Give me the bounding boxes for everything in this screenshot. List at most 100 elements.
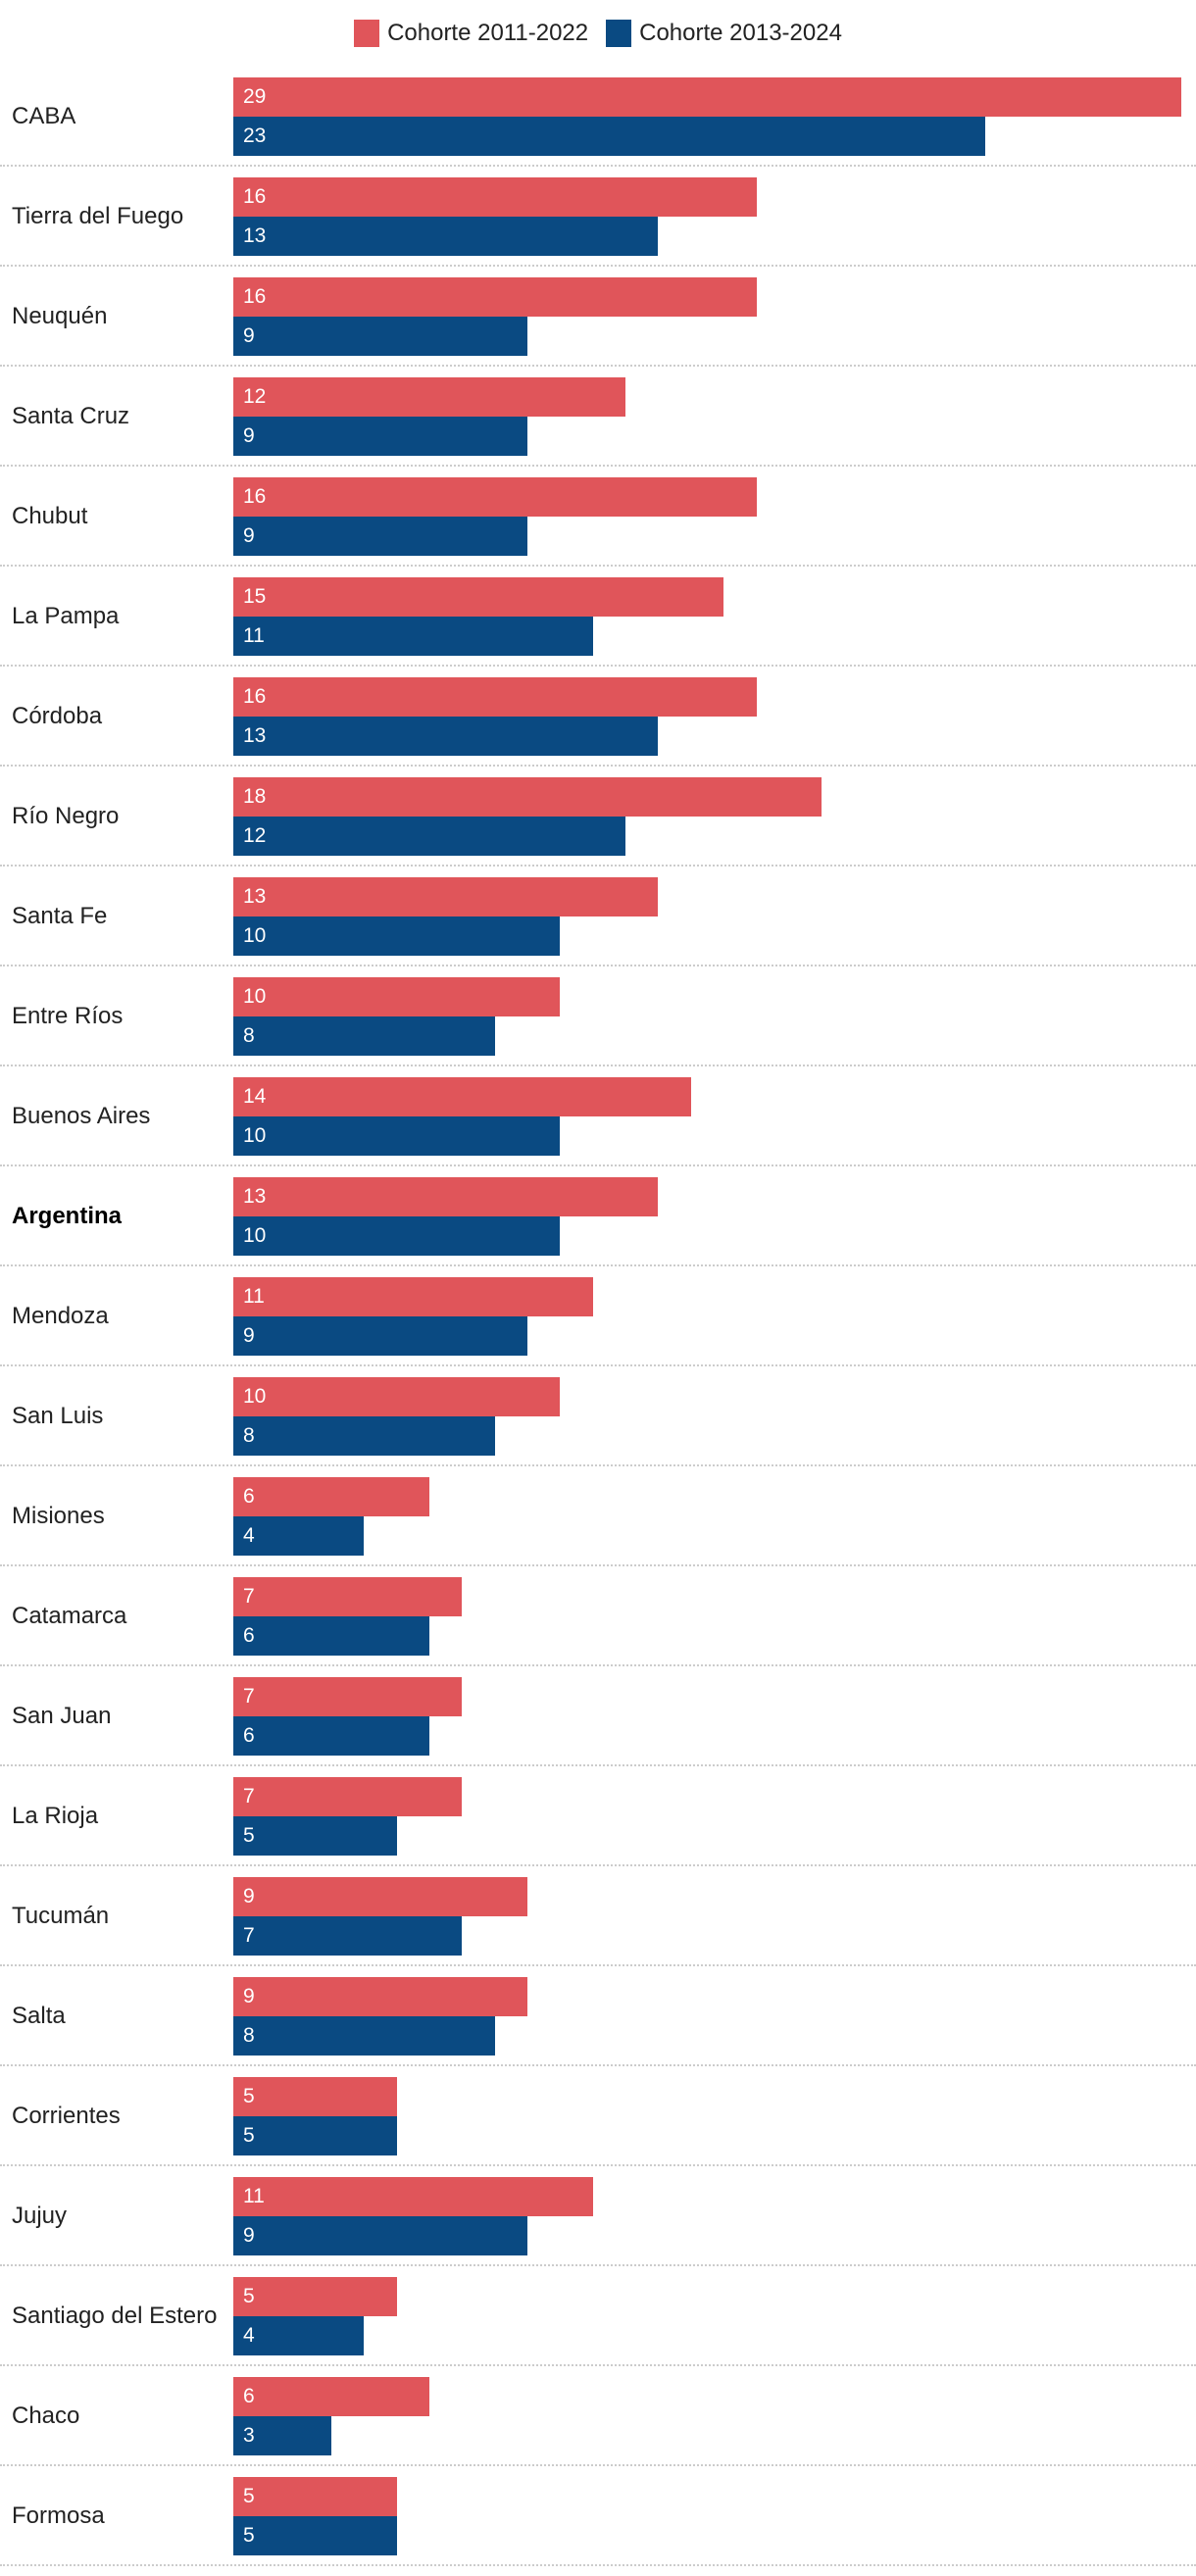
row-neuquen: Neuquén 16 9 (0, 267, 1196, 367)
row-divider (0, 1164, 1196, 1166)
bar-value-label: 18 (243, 785, 267, 808)
row-rio-negro: Río Negro 18 12 (0, 767, 1196, 867)
row-divider (0, 2064, 1196, 2066)
bar-series-1: 16 (233, 477, 757, 517)
category-label: Córdoba (12, 703, 103, 729)
bar-value-label: 6 (243, 1485, 255, 1508)
legend-swatch-series-1 (354, 20, 380, 47)
bar-series-2: 9 (233, 517, 528, 556)
legend-item-series-1: Cohorte 2011-2022 (354, 20, 588, 47)
bar-value-label: 29 (243, 85, 267, 108)
category-label: Entre Ríos (12, 1003, 124, 1029)
bar-series-1: 16 (233, 677, 757, 717)
bar-value-label: 6 (243, 1724, 255, 1747)
bar-series-1: 9 (233, 1977, 528, 2016)
bar-value-label: 7 (243, 1785, 255, 1808)
bar-series-1: 6 (233, 1477, 430, 1516)
bar-series-1: 7 (233, 1777, 463, 1816)
bar-series-2: 5 (233, 2516, 397, 2555)
bar-series-2: 9 (233, 2216, 528, 2255)
bar-series-1: 5 (233, 2277, 397, 2316)
row-mendoza: Mendoza 11 9 (0, 1266, 1196, 1366)
category-label: Río Negro (12, 803, 120, 829)
row-divider (0, 2264, 1196, 2266)
bar-value-label: 3 (243, 2424, 255, 2447)
bar-series-2: 4 (233, 1516, 365, 1556)
bar-value-label: 5 (243, 2485, 255, 2507)
category-label: Buenos Aires (12, 1103, 151, 1129)
category-label: Jujuy (12, 2203, 68, 2229)
bar-series-2: 10 (233, 1216, 561, 1256)
bar-value-label: 11 (243, 624, 265, 647)
bar-series-1: 18 (233, 777, 822, 817)
row-divider (0, 2564, 1196, 2566)
bar-value-label: 7 (243, 1924, 255, 1947)
row-divider (0, 1264, 1196, 1266)
bar-series-1: 29 (233, 77, 1181, 117)
bar-series-2: 8 (233, 2016, 495, 2056)
bar-value-label: 9 (243, 2224, 255, 2247)
row-buenos-aires: Buenos Aires 14 10 (0, 1066, 1196, 1166)
bar-value-label: 12 (243, 385, 267, 408)
bar-value-label: 9 (243, 324, 255, 347)
bar-value-label: 9 (243, 1885, 255, 1907)
row-chaco: Chaco 6 3 (0, 2366, 1196, 2466)
row-tierra-del-fuego: Tierra del Fuego 16 13 (0, 167, 1196, 267)
bar-value-label: 16 (243, 485, 267, 508)
bar-value-label: 16 (243, 285, 267, 308)
bar-value-label: 9 (243, 1324, 255, 1347)
legend-swatch-series-2 (606, 20, 632, 47)
bar-series-1: 16 (233, 277, 757, 317)
row-tucuman: Tucumán 9 7 (0, 1866, 1196, 1966)
bar-series-1: 15 (233, 577, 724, 617)
bar-series-2: 12 (233, 817, 626, 856)
bar-series-1: 13 (233, 877, 659, 916)
bar-series-2: 3 (233, 2416, 332, 2455)
row-divider (0, 1065, 1196, 1066)
bar-value-label: 10 (243, 1385, 267, 1408)
row-entre-rios: Entre Ríos 10 8 (0, 966, 1196, 1066)
category-label: Mendoza (12, 1303, 109, 1329)
category-label: Neuquén (12, 303, 108, 329)
bar-value-label: 13 (243, 724, 267, 747)
bar-value-label: 6 (243, 1624, 255, 1647)
bar-value-label: 13 (243, 1185, 267, 1208)
bar-series-2: 11 (233, 617, 593, 656)
row-divider (0, 965, 1196, 966)
bar-series-2: 13 (233, 217, 659, 256)
bar-series-2: 10 (233, 1116, 561, 1156)
row-divider (0, 1464, 1196, 1466)
category-label: Chubut (12, 503, 88, 529)
row-la-pampa: La Pampa 15 11 (0, 567, 1196, 667)
bar-series-2: 6 (233, 1716, 430, 1756)
category-label: Chaco (12, 2403, 80, 2429)
row-santa-cruz: Santa Cruz 12 9 (0, 367, 1196, 467)
bar-value-label: 15 (243, 585, 267, 608)
category-label: Tierra del Fuego (12, 203, 184, 229)
bar-value-label: 6 (243, 2385, 255, 2407)
bar-value-label: 4 (243, 1524, 255, 1547)
row-divider (0, 1664, 1196, 1666)
bar-value-label: 10 (243, 985, 267, 1008)
row-divider (0, 465, 1196, 467)
category-label: Tucumán (12, 1903, 110, 1929)
bar-series-1: 11 (233, 1277, 593, 1316)
bar-value-label: 16 (243, 185, 267, 208)
category-label: Catamarca (12, 1603, 127, 1629)
bar-series-1: 14 (233, 1077, 691, 1116)
bar-series-1: 7 (233, 1677, 463, 1716)
bar-series-2: 8 (233, 1016, 495, 1056)
bar-series-2: 5 (233, 1816, 397, 1856)
row-divider (0, 1864, 1196, 1866)
category-label: La Pampa (12, 603, 120, 629)
bar-value-label: 12 (243, 824, 267, 847)
category-label: Formosa (12, 2502, 105, 2529)
row-divider (0, 1964, 1196, 1966)
bar-series-2: 5 (233, 2116, 397, 2155)
row-san-luis: San Luis 10 8 (0, 1366, 1196, 1466)
row-santiago-del-estero: Santiago del Estero 5 4 (0, 2266, 1196, 2366)
row-divider (0, 365, 1196, 367)
category-label: La Rioja (12, 1803, 99, 1829)
bar-value-label: 5 (243, 2285, 255, 2307)
